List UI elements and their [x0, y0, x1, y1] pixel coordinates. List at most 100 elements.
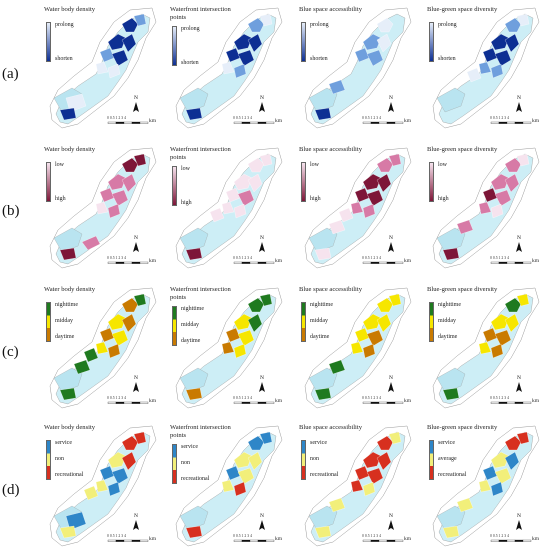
legend-color-ramp [301, 440, 306, 480]
scale-bar [362, 121, 404, 124]
city-map [175, 147, 283, 269]
map-region [221, 479, 235, 493]
map-region [376, 173, 392, 193]
north-arrow-icon [388, 242, 394, 252]
map-region [350, 341, 364, 355]
scale-unit: km [532, 536, 540, 542]
scale-ticks: 0 0.5 1 2 3 4 [107, 116, 126, 120]
scale-unit: km [275, 118, 283, 124]
map-region [107, 481, 121, 497]
map-region [247, 173, 263, 193]
water-area [436, 227, 466, 253]
map-region [133, 13, 147, 27]
map-region [247, 297, 265, 313]
row-label-a: (a) [2, 66, 19, 82]
scale-unit: km [404, 398, 412, 404]
legend-label: prolong [438, 22, 457, 28]
city-map [432, 147, 540, 269]
legend-label: non [181, 460, 190, 466]
map-region [504, 435, 522, 451]
scale-ticks: 0 0.5 1 2 3 4 [490, 116, 509, 120]
north-label: N [389, 95, 393, 101]
map-region [65, 511, 87, 531]
map-region [107, 203, 121, 219]
panel-title: Waterfront intersection points [170, 286, 231, 301]
city-map [304, 147, 412, 269]
scale-ticks: 0 0.5 1 2 3 4 [362, 256, 381, 260]
map-panel: Water body density nighttime midday daytime… [38, 282, 163, 414]
map-region [237, 49, 255, 67]
map-region [59, 247, 77, 261]
water-area [53, 227, 83, 253]
map-region [494, 49, 512, 67]
legend-label: recreational [55, 472, 84, 478]
map-panel: Waterfront intersection points service non… [164, 420, 289, 552]
legend-label: nighttime [181, 306, 204, 312]
map-region [247, 157, 265, 173]
north-arrow-icon [259, 242, 265, 252]
city-map [304, 425, 412, 547]
map-region [111, 467, 129, 485]
legend-color-ramp [46, 302, 51, 342]
legend-label: service [310, 440, 327, 446]
north-arrow-icon [516, 102, 522, 112]
study-area-boundary [304, 287, 412, 409]
scale-ticks: 0 0.5 1 2 3 4 [233, 256, 252, 260]
scale-unit: km [404, 258, 412, 264]
map-region [233, 343, 247, 359]
legend-color-ramp [46, 162, 51, 202]
scale-bar [107, 261, 149, 264]
legend-label: high [310, 196, 321, 202]
north-arrow-icon [388, 102, 394, 112]
map-region [442, 387, 460, 401]
map-region [133, 293, 147, 307]
north-arrow-icon [133, 242, 139, 252]
scale-ticks: 0 0.5 1 2 3 4 [107, 534, 126, 538]
legend-label: low [55, 162, 64, 168]
map-region [185, 387, 203, 401]
study-area-boundary [432, 7, 540, 129]
map-region [314, 247, 332, 261]
legend-color-ramp [301, 22, 306, 62]
city-map [432, 425, 540, 547]
scale-unit: km [149, 398, 157, 404]
map-panel: Water body density prolong shorten N 0 0.5 1… [38, 2, 163, 134]
map-region [81, 235, 101, 251]
panel-title: Blue-green space diversity [427, 424, 498, 431]
legend-label: shorten [310, 56, 328, 62]
map-region [121, 17, 139, 33]
map-region [107, 63, 121, 79]
scale-unit: km [149, 118, 157, 124]
legend-label: high [438, 196, 449, 202]
water-area [308, 505, 338, 531]
north-label: N [134, 375, 138, 381]
map-region [209, 207, 225, 223]
map-region [259, 293, 273, 307]
panel-title: Blue-green space diversity [427, 286, 498, 293]
water-area [308, 87, 338, 113]
scale-unit: km [404, 118, 412, 124]
map-region [133, 431, 147, 445]
map-region [121, 451, 137, 471]
map-region [504, 33, 520, 53]
legend-label: nighttime [438, 302, 461, 308]
north-label: N [134, 95, 138, 101]
legend-label: daytime [55, 334, 75, 340]
north-label: N [389, 375, 393, 381]
map-region [478, 201, 492, 215]
map-region [259, 431, 273, 445]
city-map [304, 287, 412, 409]
legend-label: low [310, 162, 319, 168]
map-panel: Blue space accessibility prolong shorten N 0… [293, 2, 418, 134]
legend-label: shorten [55, 56, 73, 62]
map-region [247, 17, 265, 33]
scale-bar [233, 261, 275, 264]
map-region [504, 157, 522, 173]
north-arrow-icon [133, 520, 139, 530]
map-region [366, 467, 384, 485]
water-area [179, 505, 209, 531]
map-region [59, 525, 77, 539]
legend-label: recreational [310, 472, 339, 478]
scale-unit: km [149, 536, 157, 542]
map-region [233, 481, 247, 497]
